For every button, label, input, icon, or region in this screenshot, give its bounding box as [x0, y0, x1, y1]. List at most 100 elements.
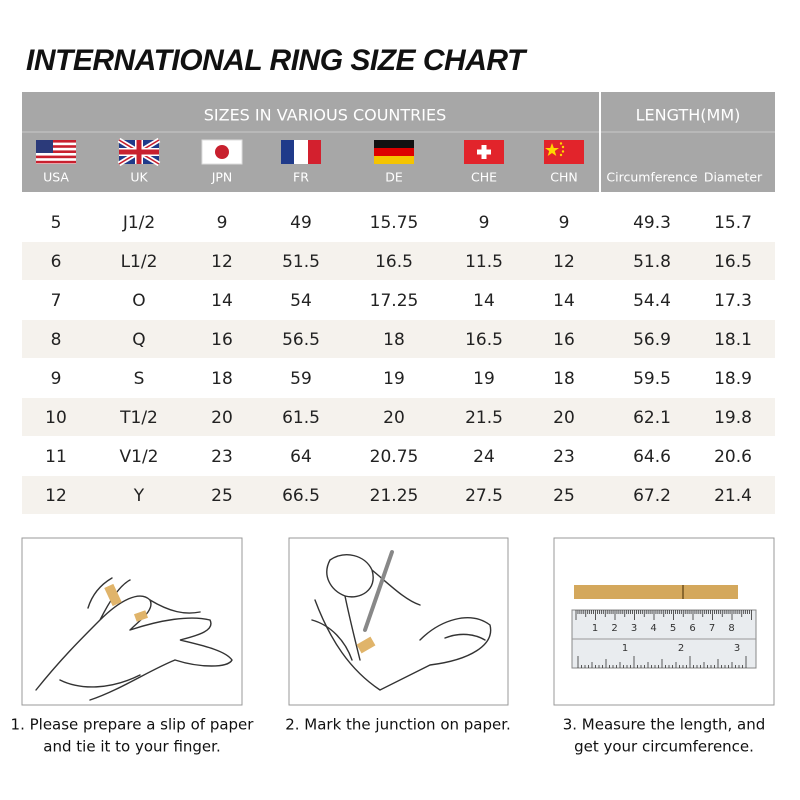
ruler-label: 8	[728, 623, 734, 634]
step-caption: 1. Please prepare a slip of paper	[11, 716, 255, 734]
column-label: FR	[293, 170, 309, 185]
table-cell: 15.7	[714, 213, 752, 233]
table-cell: 16.5	[465, 330, 503, 350]
marking-sketch	[311, 550, 492, 691]
row-band	[22, 476, 775, 514]
table-cell: 25	[211, 486, 233, 506]
column-label: UK	[130, 170, 148, 185]
hand-sketch	[35, 577, 233, 701]
column-label: JPN	[211, 170, 233, 185]
group-header: SIZES IN VARIOUS COUNTRIES	[204, 106, 447, 125]
flag-jpn	[201, 139, 243, 165]
table-cell: 61.5	[282, 408, 320, 428]
table-cell: 19	[473, 369, 495, 389]
table-cell: 25	[553, 486, 575, 506]
table-cell: 20.6	[714, 447, 752, 467]
flag-de	[374, 140, 414, 164]
table-cell: 24	[473, 447, 495, 467]
flag-chn	[544, 140, 584, 164]
step-panel	[21, 537, 243, 706]
ruler-label: 1	[622, 643, 628, 654]
column-label: Diameter	[704, 170, 763, 185]
flag-fr	[281, 140, 321, 164]
table-cell: 14	[553, 291, 575, 311]
row-band	[22, 320, 775, 358]
table-cell: 15.75	[370, 213, 419, 233]
table-cell: 23	[211, 447, 233, 467]
table-cell: 16.5	[714, 252, 752, 272]
table-cell: 18	[383, 330, 405, 350]
row-band	[22, 242, 775, 280]
table-cell: 10	[45, 408, 67, 428]
table-cell: 20.75	[370, 447, 419, 467]
column-label: CHE	[471, 170, 497, 185]
ruler-sketch	[571, 585, 757, 669]
table-cell: 49	[290, 213, 312, 233]
table-cell: 12	[45, 486, 67, 506]
ruler-label: 2	[611, 623, 617, 634]
table-cell: 17.3	[714, 291, 752, 311]
table-cell: 54	[290, 291, 312, 311]
table-cell: 12	[553, 252, 575, 272]
table-cell: Y	[133, 486, 145, 506]
table-cell: 20	[383, 408, 405, 428]
table-cell: V1/2	[120, 447, 159, 467]
table-cell: 64.6	[633, 447, 671, 467]
table-cell: 14	[473, 291, 495, 311]
ruler-label: 1	[592, 623, 598, 634]
step-caption: 2. Mark the junction on paper.	[285, 716, 511, 734]
table-cell: 59	[290, 369, 312, 389]
table-cell: 18.1	[714, 330, 752, 350]
step-caption: and tie it to your finger.	[43, 738, 220, 756]
table-cell: 27.5	[465, 486, 503, 506]
table-cell: 56.9	[633, 330, 671, 350]
table-cell: 54.4	[633, 291, 671, 311]
table-cell: 8	[51, 330, 62, 350]
step-caption: get your circumference.	[574, 738, 754, 756]
ruler-label: 5	[670, 623, 676, 634]
ruler-label: 2	[678, 643, 684, 654]
table-cell: 14	[211, 291, 233, 311]
table-cell: 59.5	[633, 369, 671, 389]
flag-che	[464, 140, 504, 164]
table-cell: 19.8	[714, 408, 752, 428]
column-label: Circumference	[606, 170, 697, 185]
table-cell: 49.3	[633, 213, 671, 233]
table-cell: S	[134, 369, 145, 389]
table-cell: 21.5	[465, 408, 503, 428]
ruler-label: 4	[650, 623, 656, 634]
table-cell: 64	[290, 447, 312, 467]
step-caption: 3. Measure the length, and	[563, 716, 766, 734]
table-cell: 5	[51, 213, 62, 233]
column-label: CHN	[550, 170, 577, 185]
table-cell: Q	[132, 330, 145, 350]
title: INTERNATIONAL RING SIZE CHART	[26, 44, 528, 77]
table-cell: 11	[45, 447, 67, 467]
table-cell: 56.5	[282, 330, 320, 350]
table-cell: T1/2	[119, 408, 158, 428]
table-cell: 51.5	[282, 252, 320, 272]
table-cell: O	[132, 291, 145, 311]
table-cell: 9	[51, 369, 62, 389]
table-cell: 21.4	[714, 486, 752, 506]
table-cell: 16.5	[375, 252, 413, 272]
flag-usa	[36, 140, 76, 164]
step-panel	[288, 537, 509, 706]
table-cell: 9	[217, 213, 228, 233]
ruler-label: 3	[631, 623, 637, 634]
table-cell: L1/2	[121, 252, 158, 272]
table-cell: 18	[211, 369, 233, 389]
table-cell: 12	[211, 252, 233, 272]
ruler-label: 6	[689, 623, 695, 634]
table-cell: 11.5	[465, 252, 503, 272]
row-band	[22, 398, 775, 436]
table-cell: 9	[559, 213, 570, 233]
table-cell: 67.2	[633, 486, 671, 506]
ruler-label: 7	[709, 623, 715, 634]
table-cell: 62.1	[633, 408, 671, 428]
group-header: LENGTH(MM)	[636, 106, 741, 125]
table-cell: 21.25	[370, 486, 419, 506]
flag-uk	[117, 137, 161, 167]
column-label: DE	[385, 170, 403, 185]
